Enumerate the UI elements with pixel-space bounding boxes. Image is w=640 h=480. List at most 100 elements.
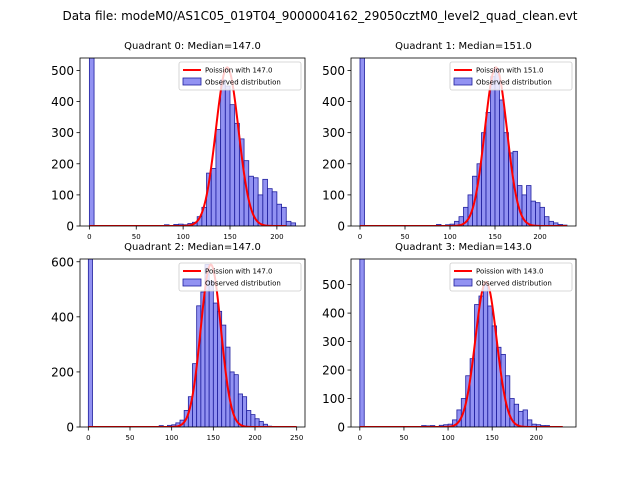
y-tick-label: 600 [51,255,74,269]
histogram-bar [262,423,268,427]
x-tick-label: 0 [87,233,91,241]
histogram-bar [88,58,95,226]
y-tick-label: 100 [51,188,74,202]
quadrant-0-chart: 0 50 100 150 200 0 100 200 300 400 500 Quadrant 0: … [51,41,306,241]
x-tick-label: 150 [485,434,498,442]
histogram-bar [262,178,268,226]
legend-box [449,262,573,292]
y-tick-label: 0 [66,220,74,234]
legend-curve-label: Poission with 143.0 [476,268,544,276]
quadrant-3-chart: 0 50 100 150 200 0 100 200 300 400 500 Quadrant 3: … [322,242,577,442]
axes-frame [79,258,306,428]
y-tick-label: 0 [337,421,345,435]
plot-area [88,58,297,226]
quadrant-title: Quadrant 1: Median=151.0 [395,41,532,52]
histogram-bar [87,259,93,427]
legend-curve-label: Poission with 151.0 [476,67,544,75]
histogram-bar [237,393,243,427]
y-tick-label: 400 [322,95,345,109]
histogram-bar [539,206,545,226]
histogram-bar [212,302,218,427]
histogram-bar [499,99,505,226]
histogram-bar [530,200,536,226]
y-tick-label: 500 [322,64,345,78]
x-tick-label: 50 [401,233,410,241]
axes-frame [79,57,306,227]
legend-bar-label: Observed distribution [205,280,281,288]
axes-frame [350,57,577,227]
poisson-curve [360,66,567,226]
histogram-bar [290,222,297,226]
y-tick-label: 300 [322,126,345,140]
histogram-bar [527,419,533,427]
histogram-bar [215,129,222,226]
histogram-bar [503,132,509,226]
quadrant-title: Quadrant 2: Median=147.0 [124,242,261,253]
x-tick-label: 150 [488,233,501,241]
legend-bar-swatch [182,278,202,287]
y-tick-label: 300 [322,335,345,349]
x-tick-label: 200 [533,233,546,241]
legend-bar-swatch [453,278,473,287]
histogram-bar [478,295,484,427]
legend-bar-label: Observed distribution [476,79,552,87]
x-tick-label: 200 [530,434,543,442]
legend-bar-label: Observed distribution [476,280,552,288]
y-tick-label: 400 [51,310,74,324]
y-tick-label: 400 [322,307,345,321]
y-tick-label: 500 [51,64,74,78]
y-tick-label: 100 [322,392,345,406]
y-tick-label: 200 [51,365,74,379]
x-tick-label: 100 [165,434,178,442]
histogram-bar [257,194,264,226]
x-tick-label: 100 [443,233,456,241]
histogram-bar [490,76,496,226]
histogram-bar [210,168,217,226]
plot-area [87,259,297,427]
legend-curve-label: Poission with 147.0 [205,268,273,276]
quadrant-2-chart: 0 50 100 150 200 250 0 200 400 600 Quadrant 2: Med… [51,242,306,442]
histogram-bar [224,85,231,226]
histogram-bar [220,79,226,226]
histogram-bar [208,280,214,427]
histogram-bar [494,68,500,226]
y-tick-label: 0 [66,421,74,435]
x-tick-label: 250 [290,434,303,442]
y-tick-label: 100 [322,188,345,202]
y-tick-label: 300 [51,126,74,140]
y-tick-label: 500 [322,278,345,292]
legend: Poission with 147.0 Observed distribution [178,262,302,292]
legend-curve-label: Poission with 147.0 [205,67,273,75]
legend-bar-swatch [182,77,202,86]
y-tick-label: 200 [322,157,345,171]
x-tick-label: 50 [126,434,135,442]
x-tick-label: 0 [358,233,362,241]
histogram-bar [267,188,273,226]
histogram-bar [485,112,491,226]
legend: Poission with 143.0 Observed distribution [449,262,573,292]
legend-bar-swatch [453,77,473,86]
histogram-bar [250,414,256,427]
histogram-bar [254,418,260,427]
x-tick-label: 0 [86,434,90,442]
legend-box [449,61,573,91]
x-tick-label: 150 [223,233,236,241]
histogram-bar [526,185,532,226]
histogram-bar [281,206,287,226]
x-tick-label: 200 [270,233,283,241]
plot-area [359,58,568,226]
y-tick-label: 0 [337,220,345,234]
histogram-bar [276,203,282,226]
histogram-bar [518,410,524,427]
x-tick-label: 150 [207,434,220,442]
histogram-bar [285,220,292,226]
histogram-bar [487,305,493,427]
x-tick-label: 50 [399,434,408,442]
histogram-bar [544,216,550,226]
x-tick-label: 200 [248,434,261,442]
legend: Poission with 151.0 Observed distribution [449,61,573,91]
histogram-bar [359,259,365,427]
legend-bar-label: Observed distribution [205,79,281,87]
x-tick-label: 50 [132,233,141,241]
